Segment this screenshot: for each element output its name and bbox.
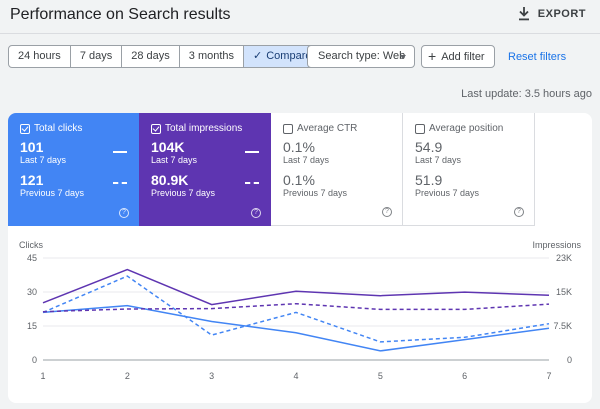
solid-line-legend-icon	[113, 151, 127, 153]
metric-tile-ctr[interactable]: Average CTR 0.1% Last 7 days 0.1% Previo…	[271, 113, 403, 226]
help-icon[interactable]: ?	[251, 208, 261, 218]
y-left-tick-label: 0	[32, 355, 37, 365]
page-header: Performance on Search results EXPORT	[0, 0, 600, 34]
range-7-days[interactable]: 7 days	[71, 46, 123, 67]
chevron-down-icon	[400, 55, 406, 59]
y-axis-right-title: Impressions	[532, 240, 581, 250]
y-left-tick-label: 15	[27, 321, 37, 331]
metric-name: Average position	[429, 123, 504, 134]
metric-period: Last 7 days	[151, 155, 198, 165]
y-left-tick-label: 45	[27, 253, 37, 263]
y-axis-ticks: 0 0 15 7.5K 30 15K 45 23K	[27, 253, 572, 365]
x-tick-label: 6	[462, 371, 467, 381]
help-icon[interactable]: ?	[514, 207, 524, 217]
metric-value: 101	[20, 139, 44, 155]
metric-value: 54.9	[415, 139, 443, 155]
metric-tile-impressions[interactable]: Total impressions 104K Last 7 days 80.9K…	[139, 113, 271, 226]
add-filter-label: Add filter	[441, 51, 485, 63]
metric-tile-position[interactable]: Average position 54.9 Last 7 days 51.9 P…	[403, 113, 535, 226]
x-tick-label: 7	[546, 371, 551, 381]
add-filter-button[interactable]: + Add filter	[421, 45, 495, 68]
help-icon[interactable]: ?	[382, 207, 392, 217]
metric-name: Total impressions	[165, 123, 243, 134]
metric-value: 0.1%	[283, 139, 315, 155]
performance-card: Total clicks 101 Last 7 days 121 Previou…	[8, 113, 592, 403]
x-tick-label: 3	[209, 371, 214, 381]
page-title: Performance on Search results	[10, 6, 231, 23]
y-right-tick-label: 23K	[556, 253, 572, 263]
metric-prev-period: Previous 7 days	[151, 188, 216, 198]
checkbox-unchecked-icon[interactable]	[283, 123, 293, 134]
reset-filters-link[interactable]: Reset filters	[508, 51, 567, 63]
solid-line-legend-icon	[245, 151, 259, 153]
x-tick-label: 1	[40, 371, 45, 381]
checkbox-checked-icon[interactable]	[151, 123, 161, 134]
metric-prev-period: Previous 7 days	[283, 188, 348, 198]
check-icon: ✓	[253, 50, 263, 62]
dashed-line-legend-icon	[113, 182, 127, 184]
y-right-tick-label: 7.5K	[553, 321, 572, 331]
metric-period: Last 7 days	[20, 155, 67, 165]
metric-prev-value: 0.1%	[283, 172, 315, 188]
metric-name: Average CTR	[297, 123, 358, 134]
x-tick-label: 2	[125, 371, 130, 381]
checkbox-unchecked-icon[interactable]	[415, 123, 425, 134]
x-axis-ticks: 1 2 3 4 5 6 7	[40, 371, 551, 381]
metric-tile-clicks[interactable]: Total clicks 101 Last 7 days 121 Previou…	[8, 113, 139, 226]
metric-label-clicks: Total clicks	[20, 123, 127, 134]
date-range-toolbar: 24 hours 7 days 28 days 3 months ✓ Compar…	[8, 45, 322, 68]
metric-period: Last 7 days	[283, 155, 330, 165]
metric-name: Total clicks	[34, 123, 83, 134]
metric-label-impressions: Total impressions	[151, 123, 259, 134]
range-28-days[interactable]: 28 days	[122, 46, 180, 67]
checkbox-checked-icon[interactable]	[20, 123, 30, 134]
range-24-hours[interactable]: 24 hours	[9, 46, 71, 67]
help-icon[interactable]: ?	[119, 208, 129, 218]
y-axis-left-title: Clicks	[19, 240, 43, 250]
date-range-selector: 24 hours 7 days 28 days 3 months ✓ Compar…	[8, 45, 322, 68]
series-line-2	[42, 275, 550, 343]
metric-period: Last 7 days	[415, 155, 462, 165]
search-type-value: Search type: Web	[318, 50, 406, 62]
metric-prev-value: 121	[20, 172, 44, 188]
metric-label-position: Average position	[415, 123, 522, 134]
series-line-1	[42, 304, 550, 352]
x-tick-label: 5	[378, 371, 383, 381]
metric-value: 104K	[151, 139, 185, 155]
search-type-select[interactable]: Search type: Web	[307, 45, 415, 68]
x-tick-label: 4	[293, 371, 298, 381]
range-3-months[interactable]: 3 months	[180, 46, 245, 67]
export-label: EXPORT	[537, 8, 586, 20]
metric-prev-value: 80.9K	[151, 172, 189, 188]
download-icon	[518, 7, 529, 21]
compare-label: Compare	[266, 50, 312, 62]
dashed-line-legend-icon	[245, 182, 259, 184]
compare-button[interactable]: ✓ Compare	[244, 46, 321, 67]
metric-prev-period: Previous 7 days	[20, 188, 85, 198]
y-left-tick-label: 30	[27, 287, 37, 297]
y-right-tick-label: 0	[567, 355, 572, 365]
series-line-3	[42, 268, 550, 306]
last-update-text: Last update: 3.5 hours ago	[461, 88, 592, 100]
metric-prev-period: Previous 7 days	[415, 188, 480, 198]
metric-label-ctr: Average CTR	[283, 123, 390, 134]
chart-series	[42, 268, 550, 352]
y-right-tick-label: 15K	[556, 287, 572, 297]
plus-icon: +	[428, 48, 437, 64]
export-button[interactable]: EXPORT	[518, 7, 586, 21]
metric-prev-value: 51.9	[415, 172, 443, 188]
series-line-4	[42, 302, 550, 313]
